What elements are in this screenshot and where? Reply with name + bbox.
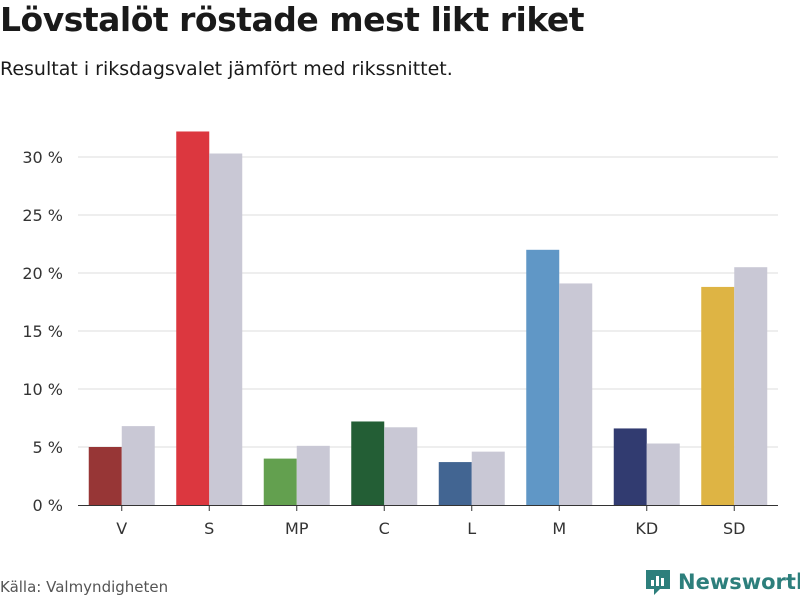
y-tick-label: 25 % [22, 206, 63, 225]
newsworthy-icon [646, 570, 670, 595]
bar-m-series-1 [526, 249, 560, 505]
bar-chart: 0 % 5 % 10 % 15 % 20 % 25 % 30 % V S MP C L M KD SD [22, 131, 778, 538]
x-tick-label: MP [285, 519, 309, 538]
y-tick-label: 20 % [22, 264, 63, 283]
brand-logo: Newsworthy [644, 568, 800, 596]
bars [88, 131, 768, 506]
x-tick-label: M [552, 519, 566, 538]
bar-c-series-1 [351, 421, 385, 505]
bar-l-series-1 [438, 462, 472, 505]
chart-subtitle: Resultat i riksdagsvalet jämfört med rik… [0, 58, 453, 80]
chart-title: Lövstalöt röstade mest likt riket [0, 0, 585, 39]
bar-sd-series-2 [734, 267, 768, 505]
bar-s-series-2 [209, 153, 243, 505]
x-tick-label: L [467, 519, 476, 538]
x-tick-label: KD [635, 519, 658, 538]
y-tick-label: 30 % [22, 148, 63, 167]
bar-m-series-2 [559, 283, 593, 505]
source-note: Källa: Valmyndigheten [0, 578, 169, 596]
brand-name: Newsworthy [678, 570, 800, 594]
x-tick-label: S [204, 519, 214, 538]
x-tick-label: SD [723, 519, 745, 538]
bar-v-series-1 [88, 447, 122, 505]
bar-s-series-1 [176, 131, 210, 506]
bar-kd-series-2 [646, 443, 680, 505]
bar-sd-series-1 [701, 286, 735, 505]
y-tick-label: 10 % [22, 380, 63, 399]
y-tick-label: 15 % [22, 322, 63, 341]
x-tick-label: C [379, 519, 390, 538]
bar-v-series-2 [121, 426, 155, 505]
bar-kd-series-1 [613, 428, 647, 505]
bar-mp-series-2 [296, 445, 330, 505]
bar-l-series-2 [471, 451, 505, 505]
bar-c-series-2 [384, 427, 418, 505]
y-tick-label: 5 % [33, 438, 63, 457]
y-axis: 0 % 5 % 10 % 15 % 20 % 25 % 30 % [22, 148, 63, 515]
x-axis: V S MP C L M KD SD [78, 505, 778, 538]
y-tick-label: 0 % [33, 496, 63, 515]
x-tick-label: V [116, 519, 127, 538]
bar-mp-series-1 [263, 458, 297, 505]
